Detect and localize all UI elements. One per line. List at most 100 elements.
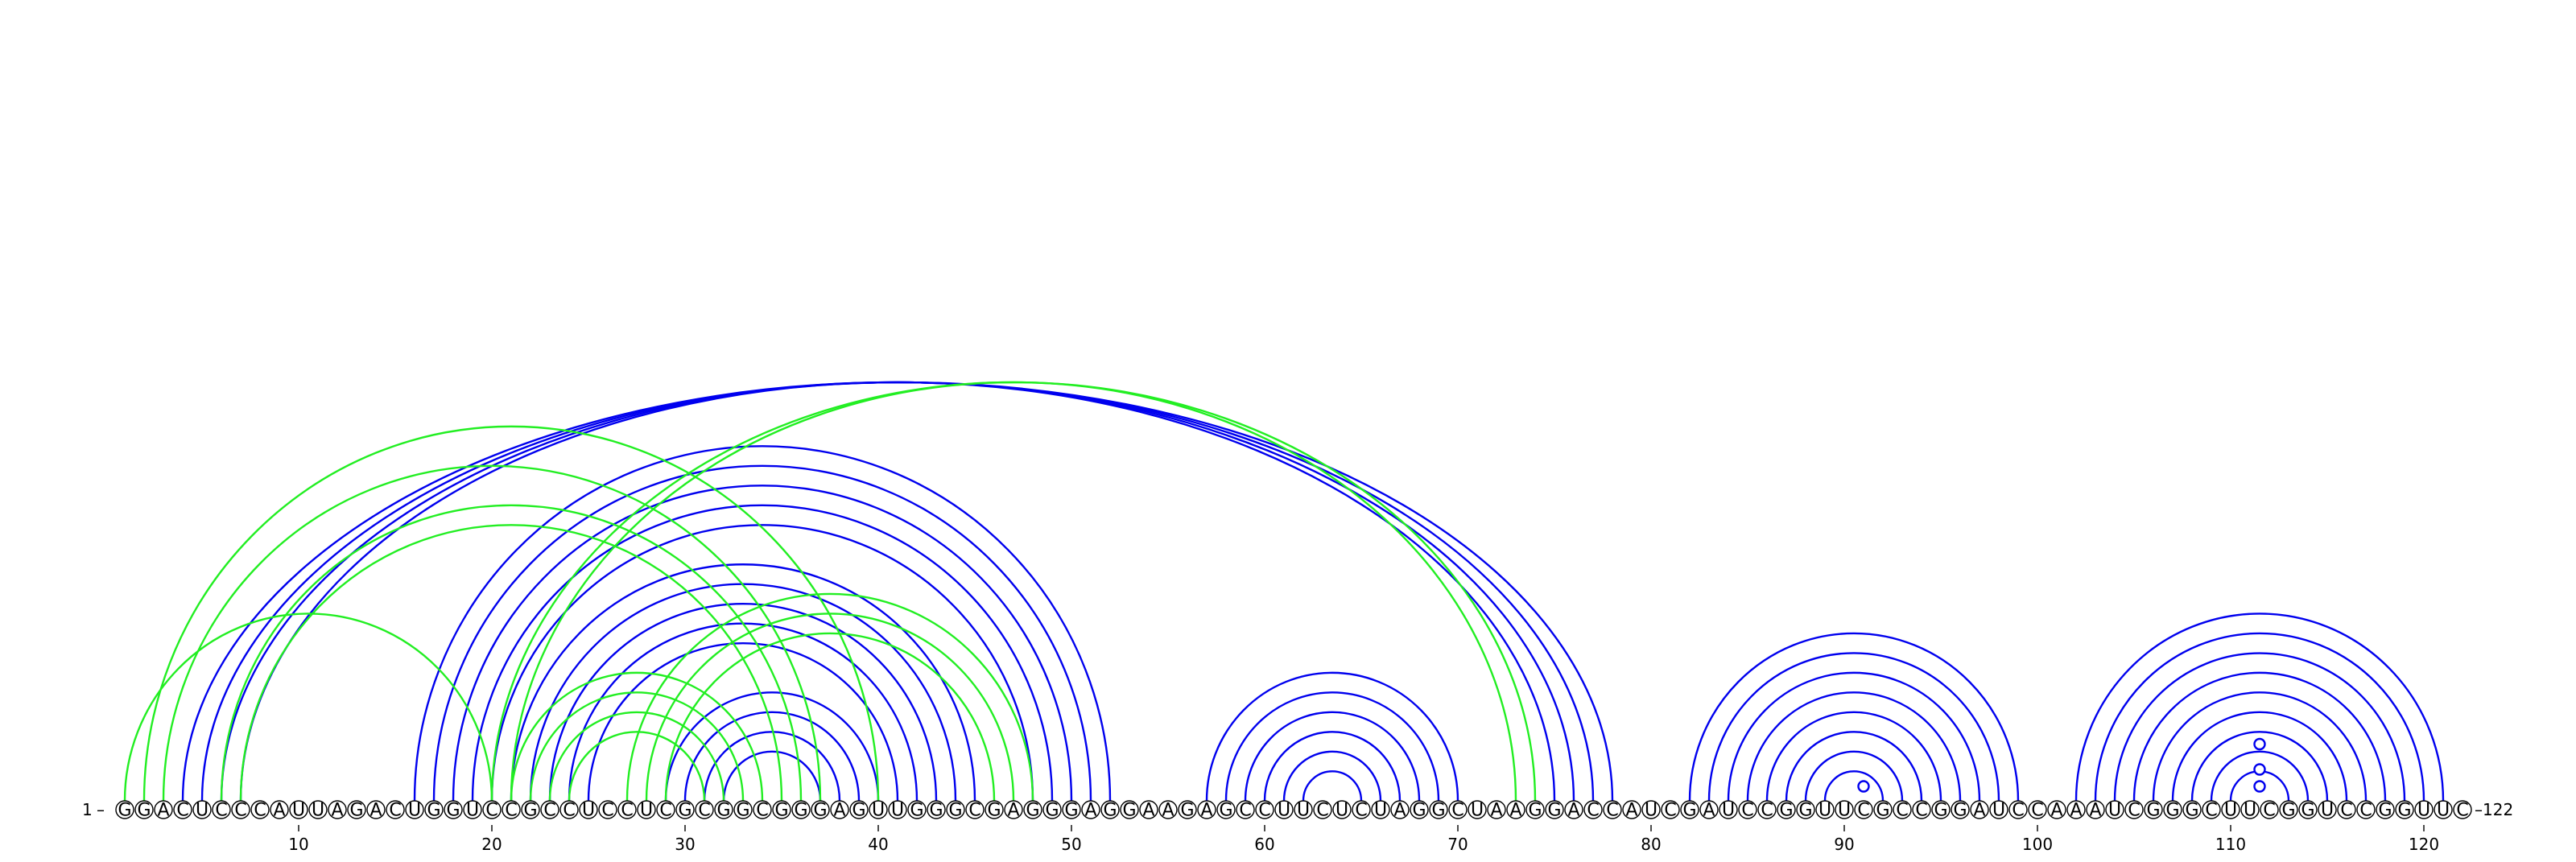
nucleotide: G — [1525, 800, 1545, 821]
nucleotide: A — [1506, 800, 1525, 821]
nucleotide-letter: G — [2146, 801, 2160, 821]
nucleotide-circle — [1506, 800, 1525, 819]
loop-marker — [2253, 737, 2266, 751]
nucleotide-letter: G — [2185, 801, 2198, 821]
nucleotide-circle — [1468, 800, 1487, 819]
nucleotide-letter: G — [1431, 801, 1445, 821]
nucleotide-circle — [946, 800, 965, 819]
nucleotide: U — [1274, 800, 1294, 821]
nucleotide-circle — [2337, 800, 2356, 819]
nucleotide: A — [1139, 800, 1158, 821]
nucleotide: G — [985, 800, 1004, 821]
nucleotide-letter: G — [1180, 801, 1194, 821]
base-pair-arc-blue — [239, 381, 1556, 802]
nucleotide: U — [308, 800, 328, 821]
nucleotide-letter: C — [2128, 801, 2140, 821]
nucleotide-circle — [2434, 800, 2453, 819]
axis-tick-label: 110 — [2215, 835, 2246, 854]
nucleotide: C — [2356, 800, 2376, 821]
base-pair-arc-green — [510, 381, 1517, 802]
nucleotide-circle — [2221, 800, 2240, 819]
nucleotide: U — [637, 800, 656, 821]
nucleotide: C — [1912, 800, 1931, 821]
axis-tick-label: 100 — [2022, 835, 2053, 854]
nucleotide-letter: A — [331, 801, 343, 821]
nucleotide-letter: U — [2108, 801, 2121, 821]
nucleotide: G — [521, 800, 540, 821]
nucleotide: G — [115, 800, 134, 821]
nucleotide-circle — [424, 800, 444, 819]
nucleotide-circle — [231, 800, 250, 819]
loop-marker — [2253, 763, 2266, 776]
nucleotide-circle — [1023, 800, 1042, 819]
nucleotide: C — [559, 800, 579, 821]
nucleotide-circle — [559, 800, 579, 819]
nucleotide-circle — [1371, 800, 1390, 819]
base-pair-arcs — [123, 381, 2445, 802]
nucleotide: C — [1757, 800, 1777, 821]
nucleotide-circle — [1390, 800, 1410, 819]
base-pair-arc-blue — [1282, 750, 1382, 802]
nucleotide-circle — [2066, 800, 2086, 819]
nucleotide: G — [1931, 800, 1951, 821]
base-pair-arc-blue — [529, 583, 957, 802]
nucleotide-circle — [1951, 800, 1970, 819]
nucleotide-circle — [1255, 800, 1274, 819]
nucleotide: A — [328, 800, 347, 821]
nucleotide-circle — [289, 800, 308, 819]
position-axis: 10 20 30 40 50 60 70 80 90 100 110 120 — [288, 825, 2439, 854]
nucleotide-circle — [2163, 800, 2182, 819]
nucleotide-letter: C — [1355, 801, 1367, 821]
nucleotide-circle — [965, 800, 985, 819]
nucleotide-circle — [1796, 800, 1815, 819]
nucleotide: C — [2337, 800, 2356, 821]
nucleotide: G — [444, 800, 463, 821]
nucleotide-letter: G — [1798, 801, 1812, 821]
nucleotide: C — [250, 800, 270, 821]
nucleotide-letter: C — [1316, 801, 1328, 821]
base-pair-arc-green — [664, 632, 996, 802]
nucleotide-circle — [1352, 800, 1371, 819]
nucleotide-letter: G — [1934, 801, 1947, 821]
nucleotide-circle — [753, 800, 772, 819]
nucleotide-letter: C — [1761, 801, 1773, 821]
base-pair-arc-blue — [2210, 750, 2310, 802]
nucleotide-letter: C — [389, 801, 401, 821]
nucleotide-circle — [1641, 800, 1661, 819]
base-pair-arc-blue — [664, 691, 880, 802]
nucleotide-circle — [695, 800, 714, 819]
sequence-end-label: –122 — [2475, 800, 2513, 819]
nucleotide-letter: G — [118, 801, 131, 821]
nucleotide-letter: C — [254, 801, 266, 821]
nucleotide-circle — [2047, 800, 2066, 819]
axis-tick-label: 40 — [868, 835, 888, 854]
nucleotide-circle — [463, 800, 482, 819]
nucleotide: C — [1854, 800, 1873, 821]
nucleotide: G — [675, 800, 695, 821]
nucleotide: U — [1294, 800, 1313, 821]
nucleotide-letter: A — [369, 801, 382, 821]
nucleotide-circle — [869, 800, 888, 819]
nucleotide-letter: G — [349, 801, 363, 821]
nucleotide-circle — [1699, 800, 1719, 819]
nucleotide-letter: C — [1587, 801, 1599, 821]
nucleotide-circle — [154, 800, 173, 819]
nucleotide-letter: U — [408, 801, 421, 821]
nucleotide-circle — [1680, 800, 1699, 819]
nucleotide: U — [869, 800, 888, 821]
nucleotide-circle — [656, 800, 675, 819]
nucleotide-letter: C — [2205, 801, 2217, 821]
base-pair-arc-blue — [432, 464, 1092, 802]
nucleotide-circle — [2105, 800, 2124, 819]
nucleotide-letter: C — [968, 801, 980, 821]
nucleotide-circle — [1989, 800, 2008, 819]
axis-tick-label: 70 — [1447, 835, 1468, 854]
nucleotide: A — [2086, 800, 2105, 821]
nucleotide: G — [1777, 800, 1796, 821]
nucleotide-circle — [1236, 800, 1255, 819]
nucleotide-circle — [192, 800, 212, 819]
nucleotide-circle — [2124, 800, 2144, 819]
nucleotide: U — [289, 800, 308, 821]
nucleotide-letter: C — [2263, 801, 2275, 821]
